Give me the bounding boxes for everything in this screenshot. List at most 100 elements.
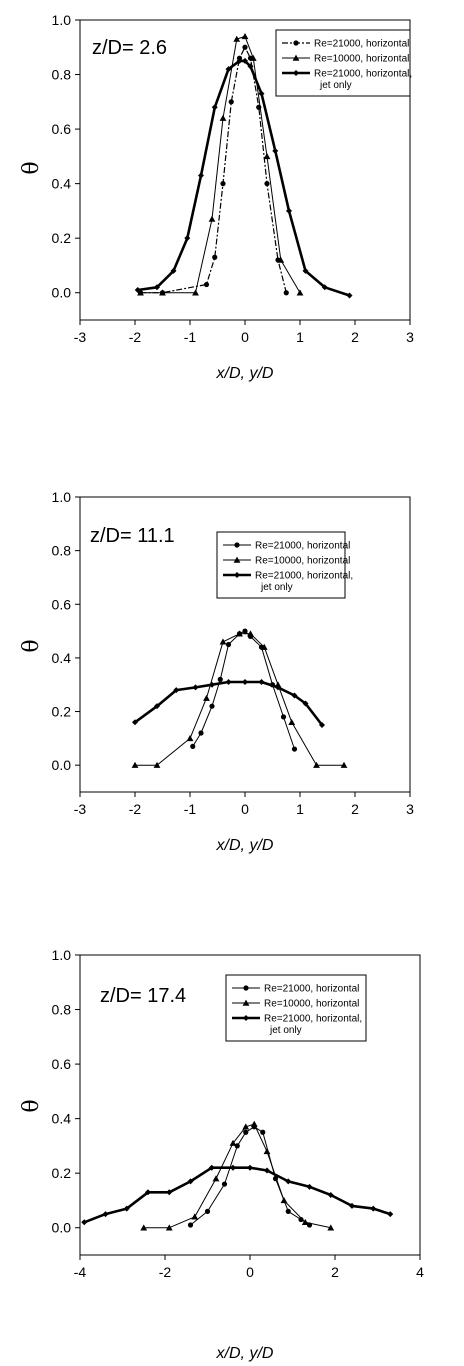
legend-swatch-marker (233, 556, 241, 563)
x-tick-label: -2 (129, 329, 142, 345)
data-point (102, 1211, 109, 1218)
y-tick-label: 0.4 (52, 650, 72, 666)
data-point (208, 215, 216, 222)
data-point (277, 256, 285, 263)
data-point (258, 679, 265, 686)
data-point (220, 181, 226, 187)
data-point (346, 292, 353, 299)
legend-swatch-marker (243, 985, 249, 991)
data-point (260, 643, 268, 650)
x-tick-label: 2 (351, 329, 359, 345)
data-point (186, 734, 194, 742)
data-point (191, 1213, 199, 1220)
legend-swatch-marker (292, 54, 300, 61)
y-tick-label: 1.0 (52, 12, 72, 28)
legend-label: Re=10000, horizontal (314, 54, 409, 65)
series-line (135, 633, 344, 766)
legend-swatch-marker (293, 40, 299, 46)
legend-label: Re=10000, horizontal (255, 556, 350, 567)
data-point (236, 57, 243, 64)
y-tick-label: 1.0 (52, 489, 72, 505)
x-tick-label: -1 (184, 329, 197, 345)
legend-swatch-marker (243, 1015, 249, 1021)
legend-label: Re=10000, horizontal (264, 999, 359, 1010)
data-point (242, 44, 248, 50)
legend-label-continued: jet only (269, 1025, 302, 1036)
data-point (212, 254, 218, 260)
data-point (198, 172, 204, 179)
data-point (221, 1181, 228, 1187)
data-point (209, 681, 215, 688)
data-point (123, 1205, 130, 1212)
data-point (247, 63, 254, 70)
data-point (247, 1164, 253, 1171)
data-point (321, 284, 328, 291)
x-axis-label: x/D, y/D (216, 1345, 274, 1362)
data-point (225, 641, 232, 648)
y-tick-label: 0.2 (52, 704, 72, 720)
data-point (190, 743, 196, 750)
y-tick-label: 0.6 (52, 121, 72, 137)
data-point (212, 1175, 220, 1182)
data-point (249, 54, 257, 61)
data-point (340, 761, 348, 768)
data-point (243, 1129, 249, 1135)
x-tick-label: -2 (159, 1264, 172, 1280)
legend-swatch-marker (293, 70, 299, 76)
y-tick-label: 0.6 (52, 1056, 72, 1072)
y-axis-label: θ (19, 639, 44, 652)
x-tick-label: -3 (74, 329, 87, 345)
data-point (228, 99, 234, 105)
data-point (173, 687, 180, 694)
y-tick-label: 0.0 (52, 285, 72, 301)
data-point (134, 287, 141, 293)
data-point (236, 630, 243, 637)
legend-label-continued: jet only (319, 80, 352, 91)
data-point (217, 676, 223, 682)
data-point (165, 1224, 173, 1231)
panel-annotation: z/D= 11.1 (90, 525, 175, 547)
data-point (387, 1211, 394, 1218)
x-tick-label: 0 (246, 1264, 254, 1280)
x-tick-label: 4 (416, 1264, 424, 1280)
series-line (192, 630, 295, 750)
data-point (159, 289, 166, 296)
x-tick-label: 2 (351, 801, 359, 817)
y-tick-label: 0.0 (52, 1220, 72, 1236)
data-point (241, 32, 249, 40)
data-point (208, 1164, 215, 1171)
data-point (291, 746, 298, 752)
data-point (219, 638, 227, 645)
data-point (192, 289, 199, 296)
data-point (349, 1202, 355, 1209)
data-point (258, 90, 265, 97)
data-point (280, 1197, 288, 1204)
data-point (319, 721, 325, 728)
data-point (283, 290, 289, 296)
y-tick-label: 0.0 (52, 757, 72, 773)
y-tick-label: 1.0 (52, 947, 72, 963)
y-tick-label: 0.2 (52, 230, 72, 246)
data-point (192, 684, 199, 691)
x-tick-label: 2 (331, 1264, 339, 1280)
series-line (134, 680, 324, 726)
data-point (247, 630, 254, 637)
data-point (250, 1120, 258, 1127)
legend-label: Re=21000, horizontal (255, 541, 350, 552)
data-point (302, 700, 309, 707)
data-point (187, 1178, 194, 1185)
data-point (230, 1164, 236, 1171)
y-tick-label: 0.6 (52, 596, 72, 612)
y-tick-label: 0.2 (52, 1165, 72, 1181)
y-tick-label: 0.8 (52, 67, 72, 83)
chart-panel-z2.6: -3 -2 -1 0 1 2 3 0.0 0.2 0.4 0.6 0.8 1.0 θ x/D, y/D z/D… (19, 12, 414, 382)
data-point (198, 730, 204, 736)
data-point (229, 1139, 237, 1146)
series-line (143, 1123, 331, 1229)
data-point (187, 1222, 194, 1228)
data-point (219, 114, 227, 121)
data-point (203, 694, 210, 701)
data-point (260, 1129, 266, 1135)
data-point (203, 281, 210, 288)
x-tick-label: -4 (74, 1264, 87, 1280)
